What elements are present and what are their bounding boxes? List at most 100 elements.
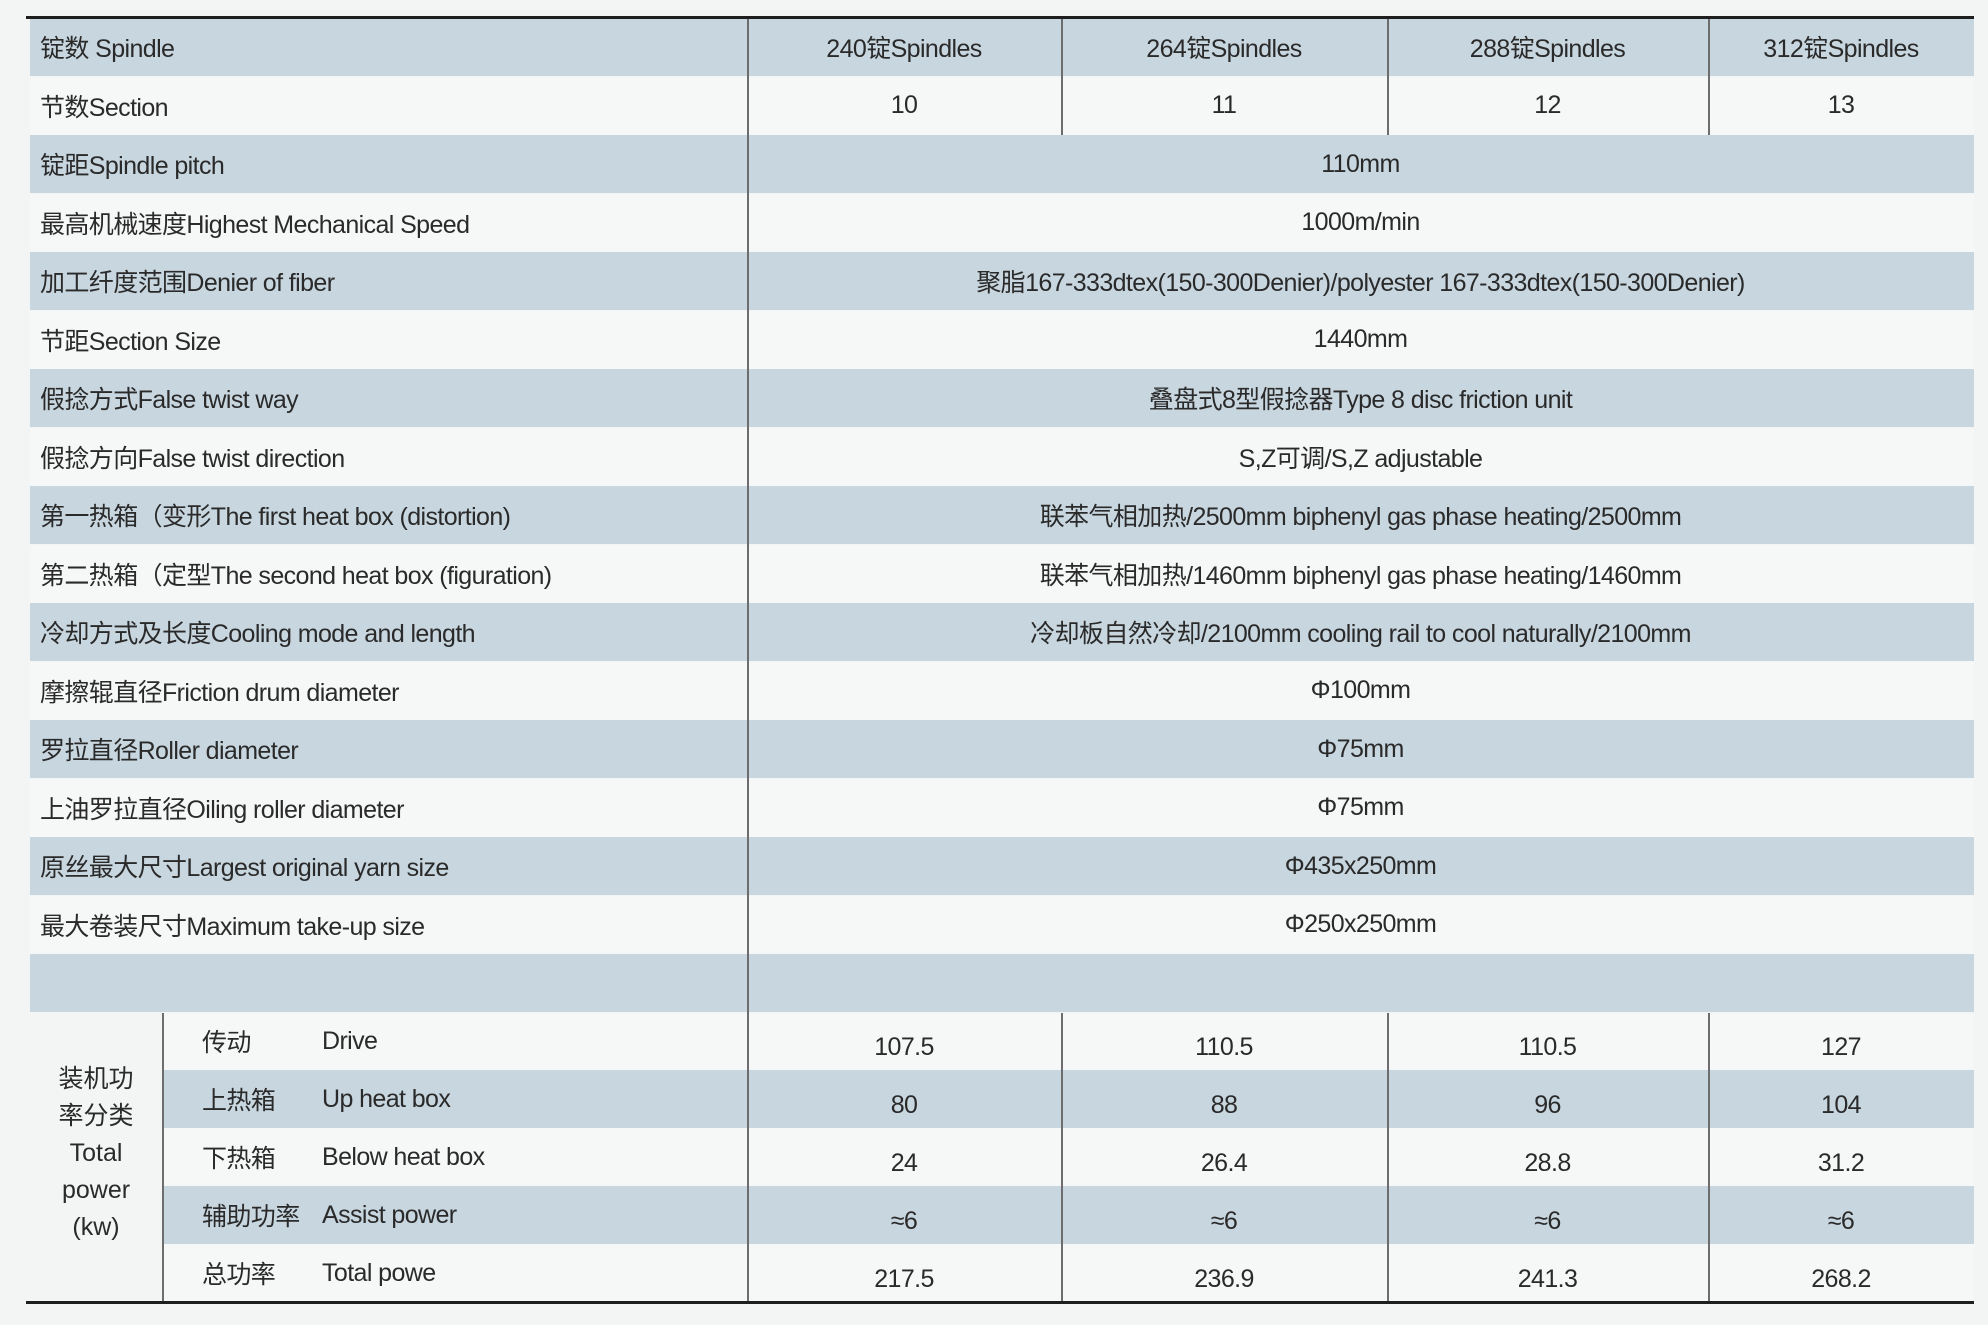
power-label: 传动 Drive xyxy=(202,1013,378,1071)
spec-label: 第一热箱（变形The first heat box (distortion) xyxy=(40,503,511,531)
spec-value: 13 xyxy=(1827,91,1855,119)
spec-value: 10 xyxy=(890,91,918,119)
power-group-label-line: 率分类 xyxy=(58,1101,134,1130)
power-label-en: Below heat box xyxy=(322,1142,485,1171)
spec-value: Φ100mm xyxy=(1310,676,1411,704)
power-label: 下热箱 Below heat box xyxy=(202,1128,485,1186)
bottom-rule xyxy=(26,1301,1974,1304)
spec-row: 锭数 Spindle 240锭Spindles 264锭Spindles 288锭Sp… xyxy=(30,18,1974,76)
power-label-en: Up heat box xyxy=(322,1084,451,1113)
power-value: 236.9 xyxy=(1194,1264,1254,1293)
power-value: 26.4 xyxy=(1200,1148,1248,1177)
column-divider xyxy=(1387,18,1389,135)
power-label-cn: 传动 xyxy=(202,1029,251,1058)
spec-label: 节距Section Size xyxy=(40,327,221,356)
power-group-label-line: power xyxy=(61,1175,131,1204)
power-value: 241.3 xyxy=(1517,1264,1578,1293)
spec-label: 上油罗拉直径Oiling roller diameter xyxy=(40,795,404,824)
spec-value: 联苯气相加热/2500mm biphenyl gas phase heating… xyxy=(1039,503,1682,531)
power-label: 辅助功率 Assist power xyxy=(202,1186,457,1244)
power-row: 上热箱 Up heat box 80 88 96 104 xyxy=(162,1070,1974,1129)
spec-row: 锭距Spindle pitch 110mm xyxy=(30,135,1974,193)
spec-value: 264锭Spindles xyxy=(1146,35,1302,63)
spec-value: 联苯气相加热/1460mm biphenyl gas phase heating… xyxy=(1039,561,1682,590)
power-row: 传动 Drive 107.5 110.5 110.5 127 xyxy=(162,1012,1974,1071)
spec-value: 288锭Spindles xyxy=(1469,35,1626,63)
spec-label: 锭距Spindle pitch xyxy=(40,152,225,180)
spec-label: 第二热箱（定型The second heat box (figuration) xyxy=(40,561,552,590)
column-divider xyxy=(1708,18,1710,135)
top-rule xyxy=(26,16,1974,19)
spec-row: 冷却方式及长度Cooling mode and length 冷却板自然冷却/21… xyxy=(30,603,1974,661)
spec-value: 1000m/min xyxy=(1301,208,1420,236)
spec-value: Φ435x250mm xyxy=(1284,851,1437,880)
spec-row: 摩擦辊直径Friction drum diameter Φ100mm xyxy=(30,661,1974,720)
power-label-cn: 总功率 xyxy=(202,1261,276,1290)
spec-row: 最大卷装尺寸Maximum take-up size Φ250x250mm xyxy=(30,895,1974,954)
power-value: 110.5 xyxy=(1518,1032,1577,1061)
column-divider xyxy=(1708,1012,1710,1302)
power-row: 下热箱 Below heat box 24 26.4 28.8 31.2 xyxy=(162,1128,1974,1187)
spec-row: 假捻方式False twist way 叠盘式8型假捻器Type 8 disc f… xyxy=(30,369,1974,427)
power-row: 辅助功率 Assist power ≈6 ≈6 ≈6 ≈6 xyxy=(162,1186,1974,1245)
spec-value: 12 xyxy=(1534,91,1561,119)
spec-row: 上油罗拉直径Oiling roller diameter Φ75mm xyxy=(30,778,1974,837)
power-label-cn: 上热箱 xyxy=(202,1087,276,1116)
power-value: 80 xyxy=(890,1090,918,1119)
spec-row: 假捻方向False twist direction S,Z可调/S,Z adjus… xyxy=(30,427,1974,486)
spec-label: 摩擦辊直径Friction drum diameter xyxy=(40,678,399,707)
spec-row: 最高机械速度Highest Mechanical Speed 1000m/min xyxy=(30,193,1974,252)
power-value: 127 xyxy=(1821,1032,1862,1061)
power-label-cn: 下热箱 xyxy=(202,1145,276,1174)
power-value: 104 xyxy=(1821,1090,1862,1119)
power-value: 31.2 xyxy=(1817,1148,1865,1177)
spec-value: Φ75mm xyxy=(1317,793,1404,821)
power-value: 88 xyxy=(1210,1090,1238,1119)
spec-label: 锭数 Spindle xyxy=(40,35,175,63)
spec-value: 冷却板自然冷却/2100mm cooling rail to cool natu… xyxy=(1030,620,1691,648)
spec-value: Φ75mm xyxy=(1317,734,1404,763)
power-value: 107.5 xyxy=(874,1032,934,1061)
spec-label: 最高机械速度Highest Mechanical Speed xyxy=(40,210,470,239)
power-value: 268.2 xyxy=(1811,1264,1871,1293)
power-label: 上热箱 Up heat box xyxy=(202,1070,451,1128)
power-label-cn: 辅助功率 xyxy=(202,1203,300,1232)
spec-label: 冷却方式及长度Cooling mode and length xyxy=(40,620,476,648)
spec-row: 罗拉直径Roller diameter Φ75mm xyxy=(30,720,1974,778)
power-value: 110.5 xyxy=(1195,1032,1253,1061)
spec-value: 312锭Spindles xyxy=(1763,35,1919,63)
spec-value: 1440mm xyxy=(1313,325,1408,353)
spec-label: 罗拉直径Roller diameter xyxy=(40,737,299,765)
power-group-label-line: Total xyxy=(69,1138,123,1167)
power-value: ≈6 xyxy=(890,1206,918,1235)
spec-label: 原丝最大尺寸Largest original yarn size xyxy=(40,854,449,882)
spec-value xyxy=(747,954,1974,1012)
power-value: ≈6 xyxy=(1210,1206,1238,1235)
power-value: 24 xyxy=(890,1148,918,1177)
spec-value: 110mm xyxy=(1321,149,1400,178)
power-label-en: Assist power xyxy=(322,1200,457,1229)
power-value: 217.5 xyxy=(874,1264,934,1293)
power-group-label-line: (kw) xyxy=(72,1212,120,1241)
column-divider xyxy=(1387,1012,1389,1302)
spec-value: S,Z可调/S,Z adjustable xyxy=(1238,444,1483,473)
power-label-en: Total powe xyxy=(322,1258,436,1287)
spec-row: 加工纤度范围Denier of fiber 聚脂167-333dtex(150-3… xyxy=(30,252,1974,310)
spec-row: 第二热箱（定型The second heat box (figuration) 联… xyxy=(30,544,1974,603)
spec-row: 节距Section Size 1440mm xyxy=(30,310,1974,369)
spec-label: 节数Section xyxy=(40,93,169,122)
power-value: ≈6 xyxy=(1534,1206,1561,1235)
column-divider xyxy=(1061,18,1063,135)
spec-row: 原丝最大尺寸Largest original yarn size Φ435x250… xyxy=(30,837,1974,895)
spec-label: 加工纤度范围Denier of fiber xyxy=(40,269,335,297)
power-group-label-line: 装机功 xyxy=(58,1064,134,1093)
spec-value: 聚脂167-333dtex(150-300Denier)/polyester 1… xyxy=(976,269,1745,297)
spec-label: 假捻方式False twist way xyxy=(40,386,299,414)
spec-row: 第一热箱（变形The first heat box (distortion) 联苯… xyxy=(30,486,1974,544)
spec-row: 节数Section 10 11 12 13 xyxy=(30,76,1974,135)
power-label: 总功率 Total powe xyxy=(202,1244,436,1302)
spec-value: 240锭Spindles xyxy=(826,35,982,63)
column-divider xyxy=(747,18,749,1302)
column-divider xyxy=(162,1012,164,1302)
column-divider xyxy=(1061,1012,1063,1302)
